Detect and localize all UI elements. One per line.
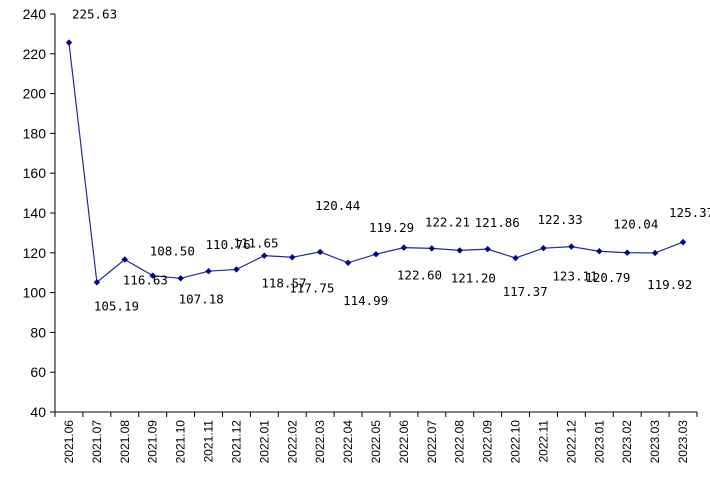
data-point (596, 248, 603, 255)
data-point (372, 251, 380, 258)
data-label: 116.63 (123, 273, 168, 288)
data-point (679, 238, 687, 246)
x-tick-label: 2023.02 (620, 420, 634, 464)
series-line (65, 39, 687, 286)
data-labels: 225.63 105.19 116.63 108.50 107.18 110.76111.… (72, 7, 710, 314)
data-point (205, 267, 212, 275)
data-point (484, 245, 491, 253)
data-label: 225.63 (72, 7, 117, 22)
data-label: 107.18 (179, 291, 224, 306)
data-point (261, 252, 268, 259)
x-tick-label: 2021.11 (202, 420, 216, 463)
data-point (512, 254, 519, 262)
data-point (624, 249, 631, 256)
x-tick-label: 2021.08 (118, 420, 132, 464)
x-tick-label: 2022.07 (425, 420, 439, 464)
data-label: 105.19 (94, 298, 139, 313)
x-tick-label: 2022.08 (453, 420, 467, 464)
data-label: 120.04 (613, 217, 658, 232)
data-point (540, 244, 547, 252)
y-tick-label: 140 (23, 205, 47, 221)
y-axis: 40 60 80 100 120 140 160 180 200 220 240 (23, 6, 56, 420)
data-label: 123.11 (552, 269, 597, 284)
data-label: 121.86 (475, 215, 520, 230)
data-label: 108.50 (150, 244, 195, 259)
data-point (93, 279, 101, 286)
data-point (289, 254, 296, 261)
x-tick-label: 2022.01 (257, 420, 271, 464)
data-label: 122.21 (425, 214, 470, 229)
data-point (651, 249, 659, 257)
data-label: 122.60 (397, 268, 442, 283)
y-tick-label: 180 (23, 125, 47, 141)
x-tick-label: 2022.03 (313, 420, 327, 464)
x-tick-label: 2022.04 (341, 420, 355, 464)
data-label: 111.65 (233, 235, 278, 250)
x-tick-label: 2022.05 (369, 420, 383, 464)
x-tick-label: 2022.10 (509, 420, 523, 464)
y-tick-label: 160 (23, 165, 47, 181)
x-tick-label: 2021.06 (62, 420, 76, 464)
y-tick-label: 200 (23, 86, 47, 102)
y-tick-label: 100 (23, 285, 47, 301)
data-point (233, 266, 240, 273)
data-point (428, 245, 436, 252)
x-tick-label: 2021.10 (174, 420, 188, 464)
y-tick-label: 40 (30, 404, 46, 420)
y-tick-label: 220 (23, 46, 47, 62)
x-tick-label: 2021.07 (90, 420, 104, 464)
data-label: 110.76 (206, 237, 251, 252)
data-label: 121.20 (451, 270, 496, 285)
data-label: 120.44 (315, 198, 360, 213)
x-tick-label: 2021.09 (146, 420, 160, 464)
x-tick-label: 2022.09 (481, 420, 495, 464)
x-tick-label: 2023.03 (676, 420, 690, 464)
x-tick-label: 2022.12 (564, 420, 578, 464)
data-label: 117.37 (503, 284, 548, 299)
x-axis: 2021.06 2021.07 2021.08 2021.09 2021.10 2021.… (54, 411, 698, 464)
data-point (121, 256, 128, 263)
y-tick-label: 120 (23, 245, 47, 261)
x-tick-label: 2021.12 (229, 420, 243, 464)
data-label: 117.75 (289, 280, 334, 295)
x-tick-label: 2023.03 (648, 420, 662, 464)
x-tick-label: 2023.01 (592, 420, 606, 464)
data-point (344, 259, 352, 266)
x-tick-label: 2022.06 (397, 420, 411, 464)
data-point (400, 244, 408, 251)
data-label: 119.29 (369, 220, 414, 235)
y-tick-label: 240 (23, 6, 47, 22)
data-label: 118.57 (261, 276, 306, 291)
data-point (65, 39, 73, 46)
data-point (568, 243, 575, 250)
data-label: 125.37 (669, 205, 710, 220)
data-point (316, 248, 324, 256)
y-tick-label: 60 (30, 364, 46, 380)
data-point (456, 247, 463, 254)
data-label: 122.33 (537, 212, 582, 227)
data-label: 119.92 (647, 277, 692, 292)
data-label: 120.79 (585, 270, 630, 285)
data-label: 114.99 (343, 293, 388, 308)
data-point (149, 272, 156, 279)
x-tick-label: 2022.02 (285, 420, 299, 464)
y-tick-label: 80 (30, 324, 46, 340)
x-tick-label: 2022.11 (536, 420, 550, 463)
data-point (177, 275, 184, 282)
